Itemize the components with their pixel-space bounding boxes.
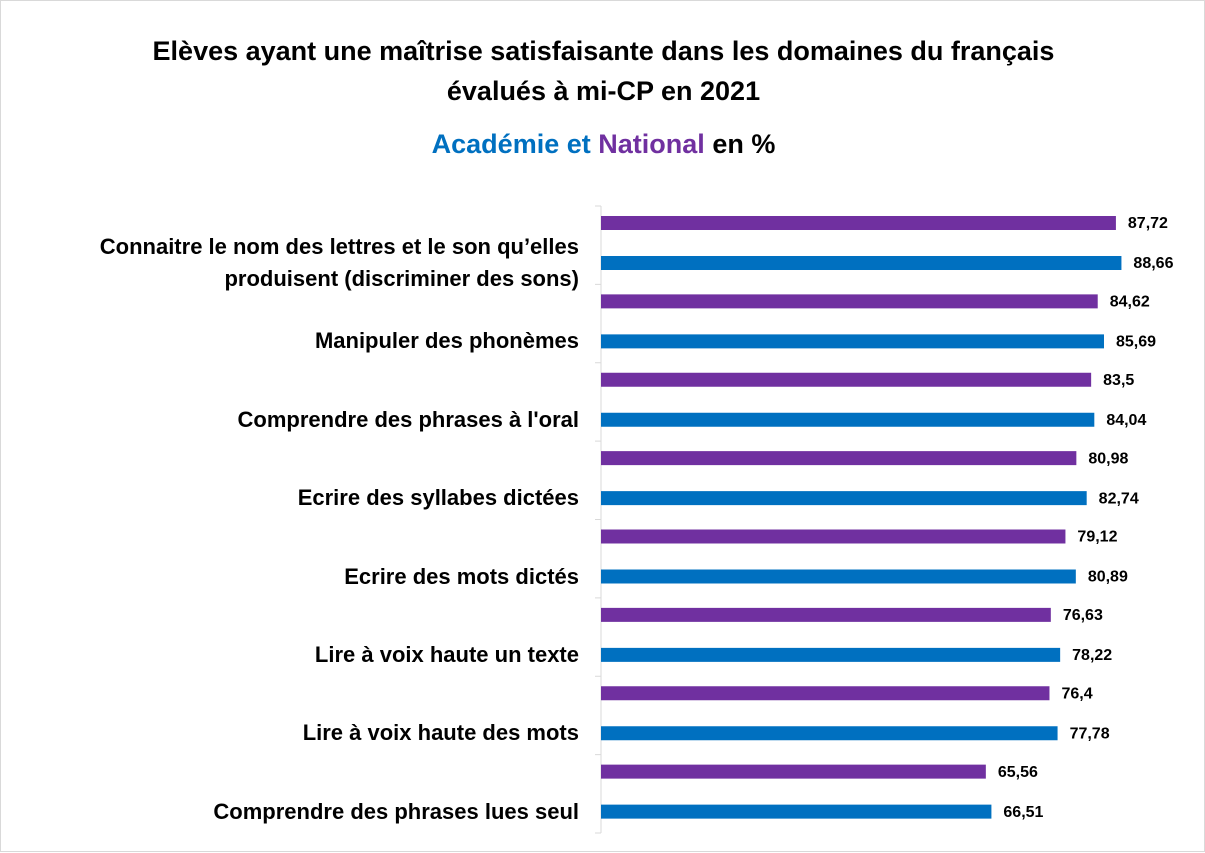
bar [601,334,1105,349]
bar [601,256,1122,270]
bar [601,764,986,779]
y-tick-label: Ecrire des syllabes dictées [297,485,579,511]
bar [601,804,992,819]
data-label: 87,72 [1128,215,1168,232]
bar [601,607,1051,622]
data-label: 79,12 [1077,529,1117,546]
data-label: 77,78 [1070,725,1110,742]
y-tick-label: Ecrire des mots dictés [344,563,579,589]
bar [601,726,1058,741]
bar [601,529,1066,544]
bar [601,686,1050,701]
y-tick-label: Comprendre des phrases lues seul [213,798,579,824]
data-label: 83,5 [1103,372,1134,389]
legend-entry: National [598,129,705,159]
data-label: 84,62 [1110,294,1150,311]
legend-joiner: et [566,129,591,159]
data-label: 76,63 [1063,607,1103,624]
bar [601,294,1098,309]
data-label: 78,22 [1072,647,1112,664]
bar [601,412,1095,427]
legend-entry: Académie [431,129,560,159]
data-label: 80,98 [1088,450,1128,467]
data-label: 76,4 [1061,685,1092,702]
bar [601,569,1076,584]
y-tick-label: Lire à voix haute un texte [314,641,579,667]
data-label: 85,69 [1116,334,1156,351]
chart-subtitle: Académie et National en % [1,129,1205,160]
bar [601,372,1092,387]
y-tick-label: Connaitre le nom des lettres et le son q… [99,234,579,291]
y-tick-label: Comprendre des phrases à l'oral [237,406,579,432]
data-label: 80,89 [1088,569,1128,586]
y-tick-label: Manipuler des phonèmes [314,328,579,354]
bar [601,451,1077,466]
y-tick-label: Lire à voix haute des mots [302,720,579,746]
data-label: 66,51 [1003,804,1043,821]
data-label: 84,04 [1106,412,1146,429]
bar [601,216,1116,230]
data-label: 82,74 [1099,490,1139,507]
data-label: 65,56 [998,764,1038,781]
data-label: 88,66 [1133,255,1173,272]
unit-label: en % [712,129,776,159]
chart-title: Elèves ayant une maîtrise satisfaisante … [152,36,1055,106]
bar [601,491,1087,506]
bar [601,647,1061,662]
